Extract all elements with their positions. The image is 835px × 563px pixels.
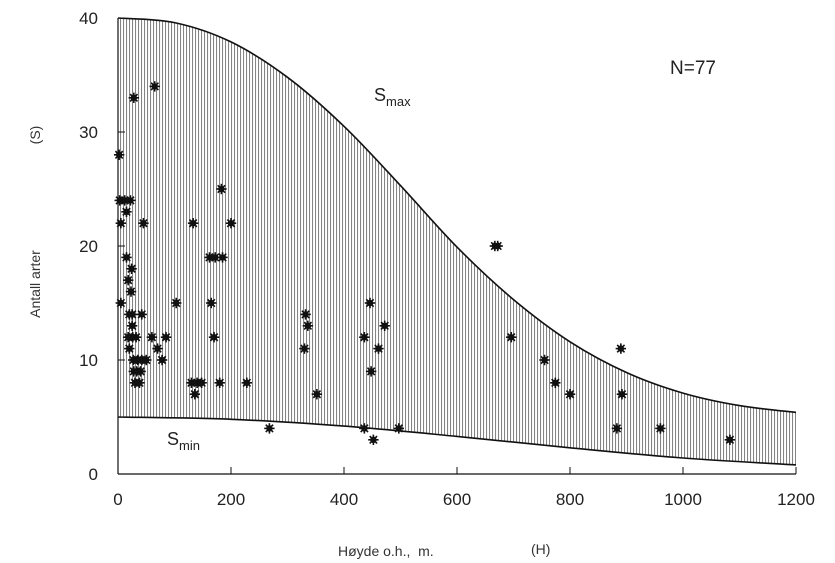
data-point — [564, 389, 576, 400]
y-tick-label: 20 — [79, 237, 98, 256]
data-point — [616, 389, 628, 400]
data-point — [125, 195, 136, 206]
data-point — [364, 297, 376, 309]
data-point — [121, 252, 132, 263]
y-tick-label: 10 — [79, 351, 98, 370]
data-point — [300, 309, 311, 320]
data-point — [241, 377, 253, 388]
data-point — [136, 309, 147, 320]
data-point — [299, 343, 310, 354]
data-point — [115, 218, 127, 229]
data-point — [141, 354, 152, 366]
data-point — [225, 218, 237, 229]
data-point — [124, 343, 135, 354]
data-point — [113, 149, 125, 160]
data-point — [115, 297, 127, 309]
data-point — [217, 252, 228, 263]
x-tick-label: 800 — [556, 490, 584, 509]
data-point — [187, 218, 199, 229]
y-tick-label: 40 — [79, 9, 98, 28]
curve-layer — [117, 17, 797, 466]
data-point — [206, 297, 217, 309]
y-tick-label: 0 — [89, 465, 98, 484]
data-point — [126, 263, 137, 274]
data-point — [126, 320, 138, 331]
x-tick-label: 200 — [217, 490, 245, 509]
points-layer — [113, 81, 736, 445]
hatched-band-layer — [118, 18, 796, 465]
x-tick-label: 0 — [113, 490, 122, 509]
data-point — [121, 206, 132, 217]
data-point — [368, 434, 379, 445]
data-point — [189, 389, 201, 400]
data-point — [216, 183, 227, 195]
data-point — [152, 343, 163, 354]
data-point — [128, 92, 140, 103]
smin-curve — [117, 416, 797, 466]
smin-curve-label: Smin — [167, 429, 200, 453]
data-point — [125, 286, 137, 297]
x-tick-label: 1000 — [664, 490, 702, 509]
y-axis-label: Antall arter — [27, 250, 43, 318]
data-point — [264, 423, 275, 434]
data-point — [506, 332, 517, 343]
y-tick-label: 30 — [79, 123, 98, 142]
data-point — [655, 423, 666, 434]
data-point — [134, 377, 145, 388]
data-point — [365, 366, 377, 377]
data-point — [311, 389, 323, 400]
smax-label-sub: max — [386, 94, 411, 109]
data-point — [615, 343, 627, 354]
data-point — [160, 332, 172, 343]
data-point — [359, 423, 370, 434]
data-point — [135, 366, 146, 377]
data-point — [724, 434, 736, 445]
data-point — [359, 332, 370, 343]
y-axis-symbol: (S) — [27, 126, 43, 145]
smax-curve-label: Smax — [374, 85, 411, 109]
data-point — [170, 297, 182, 309]
smax-label-main: S — [374, 85, 386, 105]
smin-label-sub: min — [179, 438, 200, 453]
data-point — [196, 377, 207, 388]
sample-size-annotation: N=77 — [670, 58, 716, 79]
data-point — [492, 240, 503, 252]
data-point — [126, 309, 138, 320]
data-point — [611, 423, 623, 434]
data-point — [379, 320, 390, 331]
data-point — [146, 332, 158, 343]
x-axis-label: Høyde o.h., m. — [338, 543, 434, 559]
data-point — [373, 343, 384, 354]
axes-layer: 0 200 400 600 800 1000 1200 0 10 20 30 40 — [79, 9, 815, 509]
data-point — [149, 81, 160, 92]
smax-curve — [117, 17, 797, 414]
data-point — [122, 275, 134, 286]
data-point — [208, 332, 220, 343]
x-tick-label: 600 — [443, 490, 471, 509]
data-point — [393, 423, 405, 434]
x-tick-label: 400 — [330, 490, 358, 509]
data-point — [156, 354, 168, 366]
smin-label-main: S — [167, 429, 179, 449]
x-tick-label: 1200 — [777, 490, 815, 509]
data-point — [302, 320, 314, 331]
x-axis-symbol: (H) — [531, 541, 550, 557]
data-point — [550, 377, 561, 388]
data-point — [138, 218, 149, 229]
hatched-band — [118, 18, 796, 465]
data-point — [539, 354, 550, 366]
data-point — [214, 377, 225, 388]
data-point — [130, 332, 142, 343]
